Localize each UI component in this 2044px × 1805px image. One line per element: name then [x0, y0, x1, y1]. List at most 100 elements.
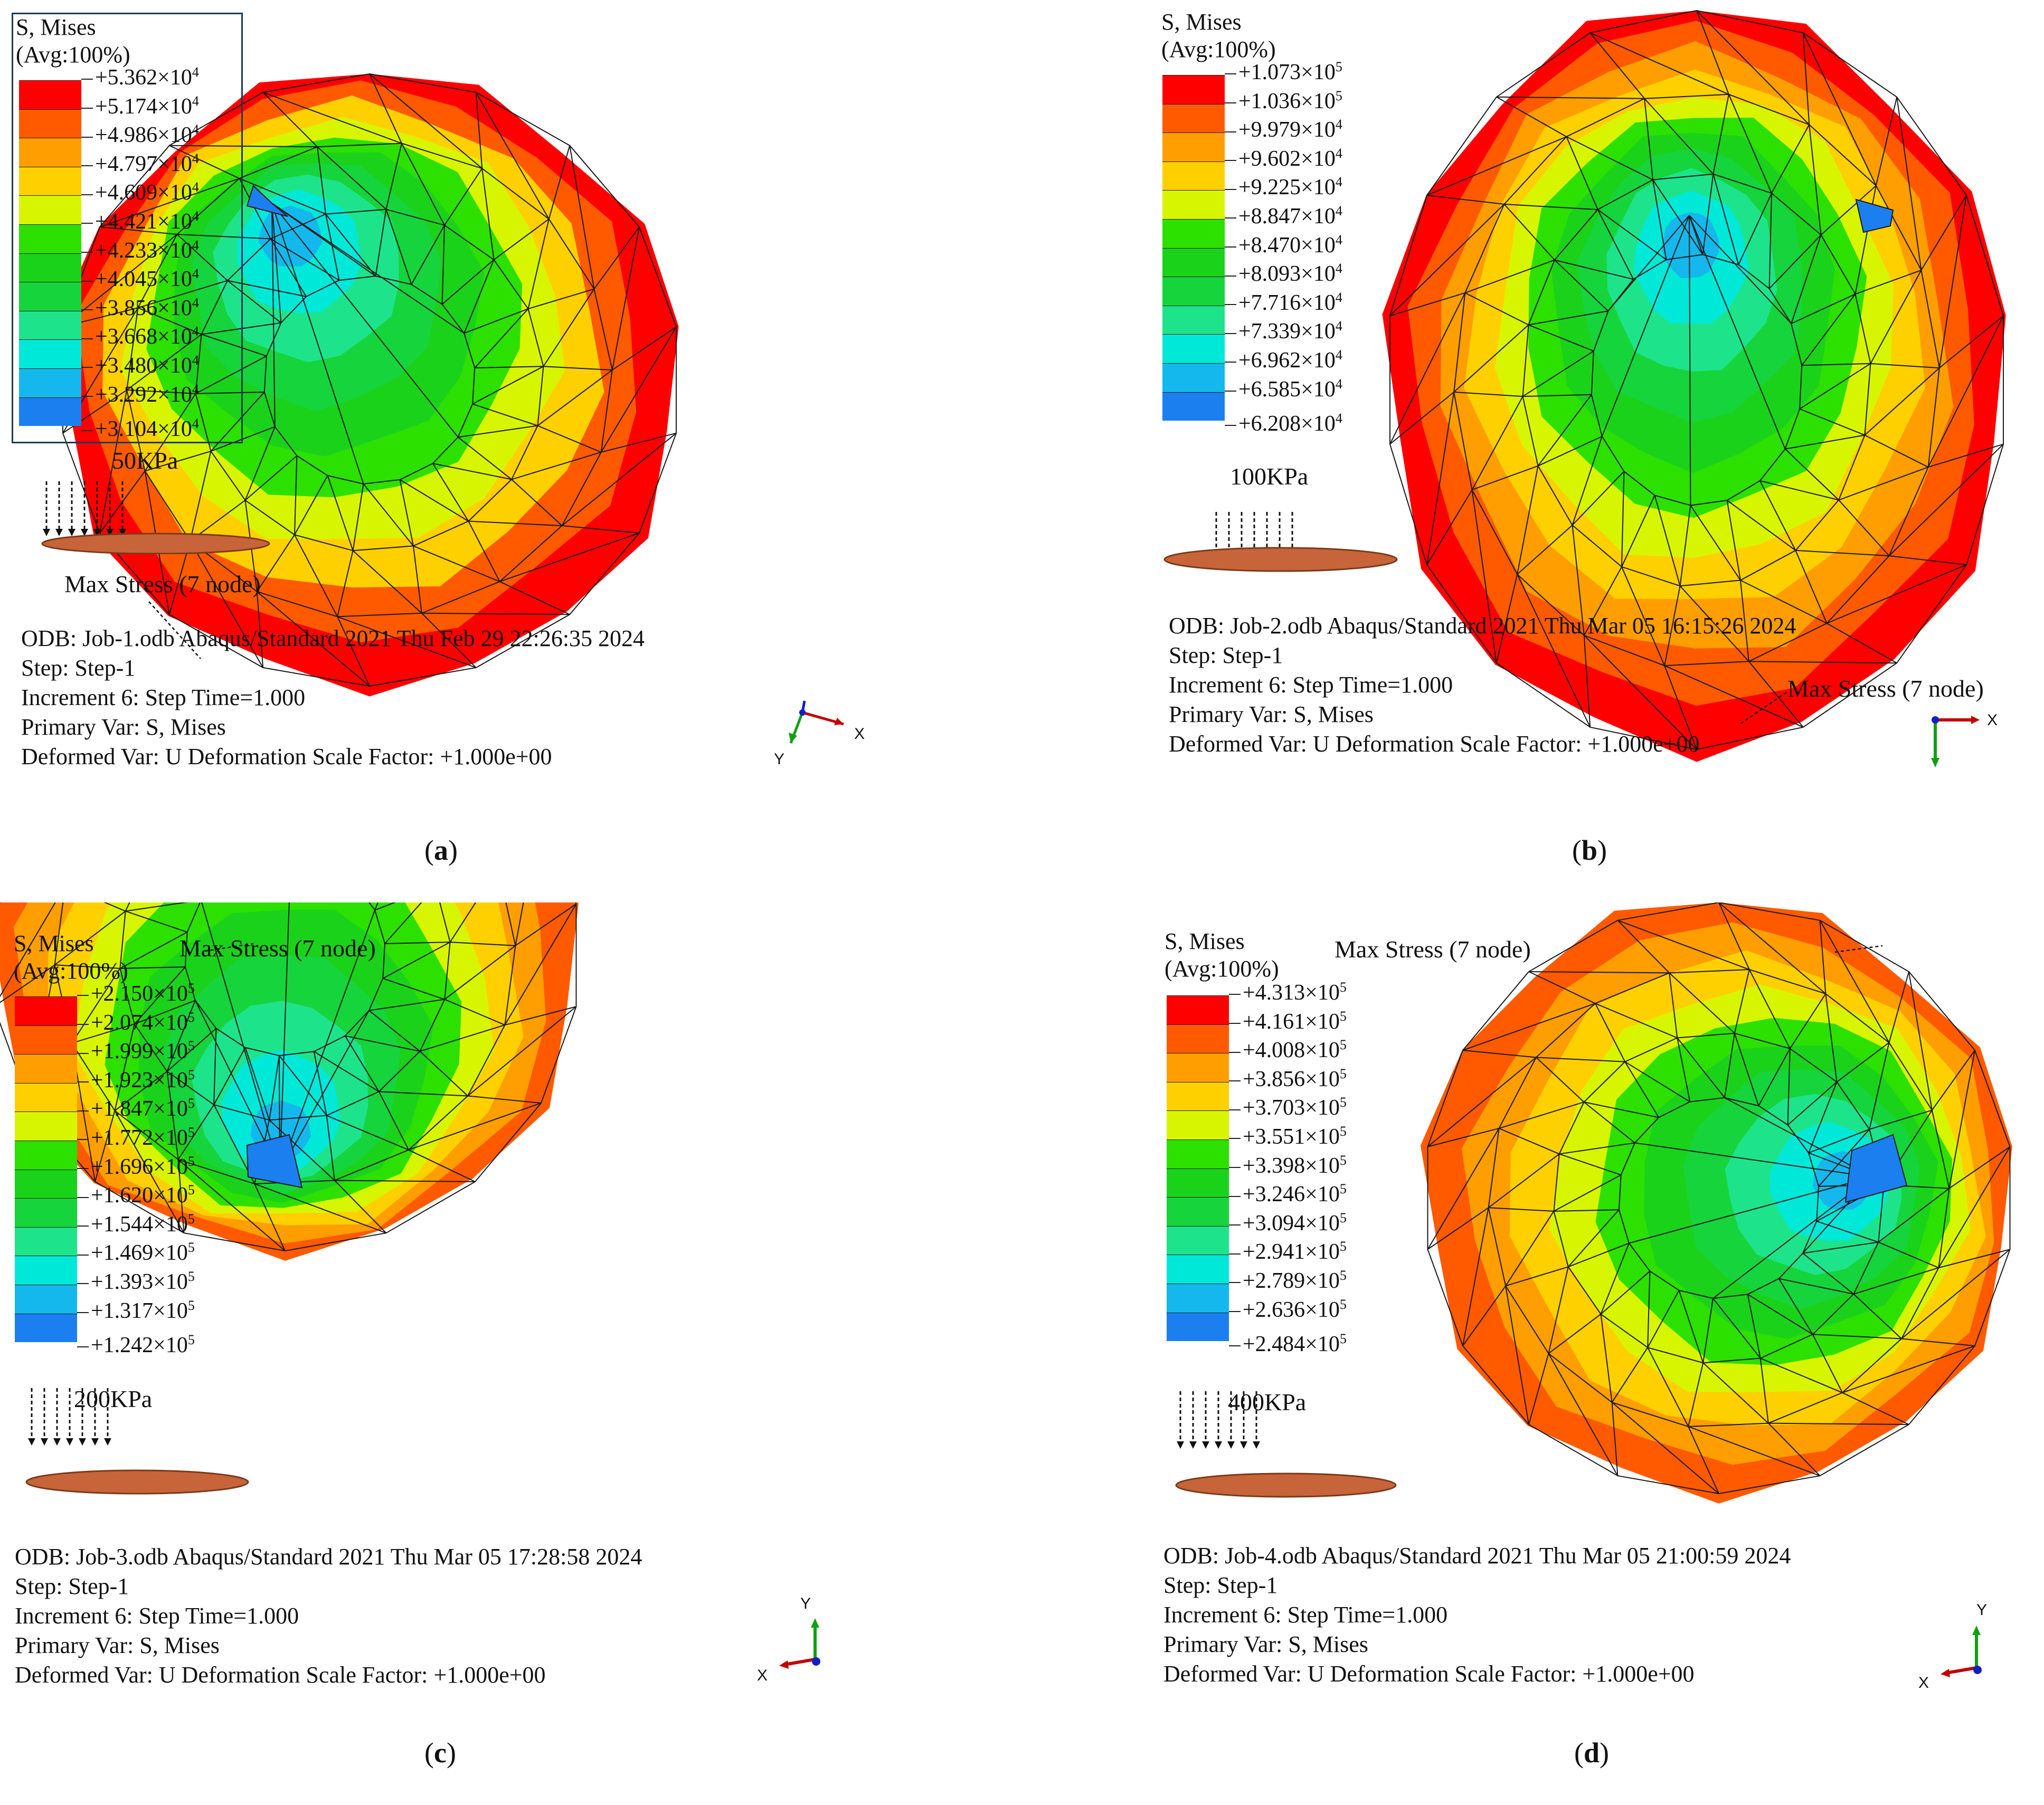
stress-plot-d — [1177, 902, 2012, 1504]
legend-value: +1.544×105 — [77, 1211, 195, 1237]
max-stress-label: Max Stress (7 node) — [1787, 675, 1984, 702]
load-arrows — [1177, 1391, 1260, 1449]
legend-value: +8.470×104 — [1225, 232, 1342, 258]
panel-d: S, Mises (Avg:100%) +4.313×105 +4.161×105… — [1022, 902, 2044, 1805]
step-line: Step: Step-1 — [1169, 642, 1283, 668]
axis-y-label: Y — [1976, 1601, 1988, 1619]
axis-triad-icon — [789, 700, 844, 744]
legend-swatch — [1162, 277, 1225, 306]
legend-value: +2.941×105 — [1229, 1239, 1347, 1265]
max-stress-leader — [1834, 945, 1883, 953]
legend-swatch — [19, 310, 81, 340]
legend-swatch — [1167, 1110, 1229, 1139]
mesh-lines — [1427, 902, 2011, 1495]
max-stress-leader — [148, 601, 201, 659]
legend-value: +6.585×104 — [1225, 376, 1342, 402]
caption-a: (a) — [424, 834, 458, 866]
deformed-var-line: Deformed Var: U Deformation Scale Factor… — [21, 744, 552, 770]
legend-value: +9.602×104 — [1225, 146, 1342, 172]
legend-swatch — [1162, 103, 1225, 133]
legend-swatch — [1162, 334, 1225, 363]
legend-swatch — [1167, 1081, 1229, 1111]
step-line: Step: Step-1 — [21, 655, 136, 681]
legend-value: +2.636×105 — [1229, 1297, 1347, 1323]
caption-letter: c — [433, 1737, 447, 1769]
primary-var-line: Primary Var: S, Mises — [21, 714, 226, 740]
step-line: Step: Step-1 — [15, 1573, 129, 1599]
axis-triad-icon — [1931, 716, 1980, 767]
axis-y-label: Y — [774, 750, 785, 768]
odb-line: ODB: Job-3.odb Abaqus/Standard 2021 Thu … — [15, 1544, 642, 1570]
legend-swatch — [15, 1198, 77, 1227]
legend-avg-text: (Avg:100%) — [1161, 36, 1276, 62]
odb-info: ODB: Job-2.odb Abaqus/Standard 2021 Thu … — [1169, 611, 1796, 759]
pressure-label: 50KPa — [112, 447, 178, 474]
increment-line: Increment 6: Step Time=1.000 — [15, 1603, 299, 1629]
legend-value: +3.104×104 — [81, 416, 199, 442]
legend-value: +3.668×104 — [81, 324, 199, 349]
legend-title: S, Mises (Avg:100%) — [14, 930, 128, 985]
legend-value: +3.292×104 — [81, 382, 199, 407]
legend-swatch — [1167, 1197, 1229, 1226]
legend-value: +1.923×105 — [77, 1067, 195, 1093]
legend-value: +1.772×105 — [77, 1125, 195, 1151]
increment-line: Increment 6: Step Time=1.000 — [1169, 672, 1453, 698]
increment-line: Increment 6: Step Time=1.000 — [21, 685, 306, 710]
odb-line: ODB: Job-1.odb Abaqus/Standard 2021 Thu … — [21, 625, 645, 651]
legend-value: +3.551×105 — [1229, 1124, 1347, 1150]
legend-swatch — [15, 1140, 77, 1170]
legend-value: +9.979×104 — [1225, 117, 1342, 142]
odb-info: ODB: Job-4.odb Abaqus/Standard 2021 Thu … — [1163, 1541, 1791, 1689]
mesh-lines — [1389, 10, 2004, 750]
legend-avg-text: (Avg:100%) — [16, 42, 130, 68]
legend-value: +1.847×105 — [77, 1096, 195, 1122]
caption-letter: b — [1581, 834, 1598, 866]
stress-plot-b — [1213, 10, 2006, 762]
legend-value: +1.696×105 — [77, 1154, 195, 1180]
axis-y-label: Y — [800, 1595, 811, 1612]
axis-triad-icon — [779, 1618, 820, 1669]
legend-swatch — [19, 397, 81, 426]
odb-line: ODB: Job-4.odb Abaqus/Standard 2021 Thu … — [1163, 1543, 1791, 1569]
legend-swatch — [1167, 1139, 1229, 1168]
legend-title-text: S, Mises — [1161, 9, 1242, 35]
legend-swatch — [15, 1169, 77, 1199]
max-stress-label: Max Stress (7 node) — [64, 571, 261, 597]
legend-title-text: S, Mises — [1165, 928, 1245, 954]
legend-swatch — [15, 1284, 77, 1314]
increment-line: Increment 6: Step Time=1.000 — [1163, 1602, 1448, 1628]
legend-frame — [12, 13, 243, 443]
legend-value: +1.317×105 — [77, 1298, 195, 1324]
legend-title: S, Mises (Avg:100%) — [1161, 8, 1276, 63]
legend-swatch — [15, 1054, 77, 1083]
legend-value: +8.847×104 — [1225, 203, 1342, 229]
caption-c: (c) — [424, 1737, 456, 1769]
legend-value: +1.393×105 — [77, 1269, 195, 1295]
legend-value: +7.716×104 — [1225, 290, 1342, 316]
panel-b: S, Mises (Avg:100%) +1.073×105 +1.036×105… — [1022, 0, 2044, 902]
legend-value: +3.856×104 — [81, 295, 199, 321]
legend-swatch — [19, 368, 81, 397]
legend-value: +7.339×104 — [1225, 318, 1342, 344]
legend-value: +4.045×104 — [81, 266, 199, 292]
legend-value: +4.313×105 — [1229, 980, 1347, 1005]
legend-swatch — [19, 339, 81, 368]
pressure-label: 100KPa — [1230, 463, 1309, 490]
legend-swatch — [1162, 392, 1225, 421]
min-stress-element — [1844, 1134, 1908, 1203]
legend-value: +2.484×105 — [1229, 1331, 1347, 1357]
legend-value: +6.208×104 — [1225, 411, 1342, 436]
legend-value: +2.150×105 — [77, 981, 195, 1006]
legend-value: +3.480×104 — [81, 353, 199, 378]
legend-swatch — [1162, 363, 1225, 392]
legend-value: +1.999×105 — [77, 1038, 195, 1064]
legend-swatch — [1162, 75, 1225, 104]
contour-band — [1662, 212, 1719, 278]
legend-value: +2.789×105 — [1229, 1268, 1347, 1294]
pressure-load-icon — [25, 1469, 249, 1495]
legend-swatch — [1162, 132, 1225, 162]
primary-var-line: Primary Var: S, Mises — [1163, 1631, 1368, 1657]
panel-a: S, Mises (Avg:100%) +5.362×104 +5.174×104… — [0, 0, 1022, 902]
legend-swatch — [15, 1112, 77, 1141]
legend-value: +1.620×105 — [77, 1182, 195, 1208]
